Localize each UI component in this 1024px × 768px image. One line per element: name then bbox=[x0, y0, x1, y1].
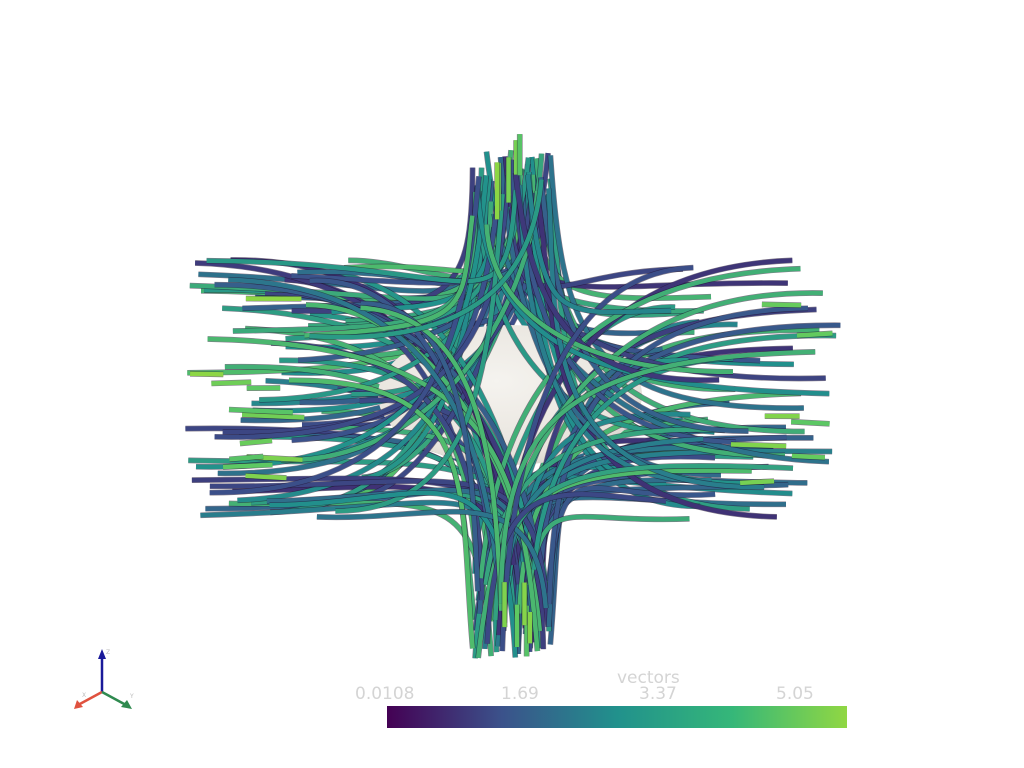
scalar-bar-tick-0: 0.0108 bbox=[355, 684, 415, 704]
orientation-axes-widget[interactable]: Z X Y bbox=[60, 645, 150, 720]
scalar-bar-title: vectors bbox=[617, 668, 680, 688]
axis-y-label: Y bbox=[129, 693, 134, 700]
axis-z-label: Z bbox=[106, 649, 110, 656]
scalar-bar: vectors 0.0108 1.69 3.37 5.05 bbox=[355, 668, 847, 730]
scalar-bar-tick-2: 3.37 bbox=[639, 684, 677, 704]
streamlines-front bbox=[188, 134, 841, 659]
scalar-bar-gradient bbox=[387, 706, 847, 728]
scalar-bar-tick-1: 1.69 bbox=[501, 684, 539, 704]
scalar-bar-tick-3: 5.05 bbox=[776, 684, 814, 704]
axis-x-label: X bbox=[82, 692, 86, 699]
